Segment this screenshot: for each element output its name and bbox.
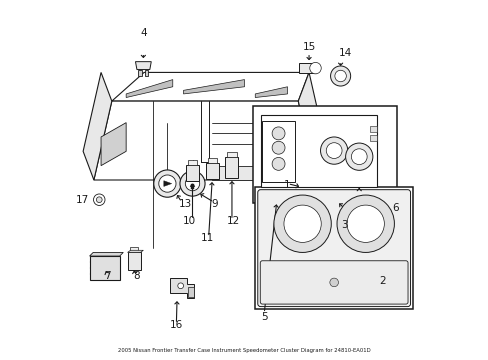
Polygon shape xyxy=(169,278,194,298)
Bar xyxy=(271,137,280,144)
Text: 7: 7 xyxy=(104,271,111,281)
Text: 10: 10 xyxy=(182,216,195,226)
Text: 1: 1 xyxy=(284,180,290,190)
Bar xyxy=(129,247,138,252)
Circle shape xyxy=(325,143,341,158)
Text: 8: 8 xyxy=(133,271,139,281)
Circle shape xyxy=(153,170,181,197)
Circle shape xyxy=(336,195,394,252)
Circle shape xyxy=(271,127,285,140)
Circle shape xyxy=(185,176,199,191)
Polygon shape xyxy=(135,62,151,69)
Bar xyxy=(205,163,218,179)
Bar xyxy=(253,107,396,203)
Bar xyxy=(191,184,194,189)
Bar xyxy=(369,135,376,140)
Text: 12: 12 xyxy=(226,216,239,226)
Bar xyxy=(185,165,199,181)
Polygon shape xyxy=(298,72,326,180)
Bar xyxy=(369,126,376,132)
Bar xyxy=(298,63,315,73)
Bar xyxy=(227,152,236,157)
Polygon shape xyxy=(89,252,123,256)
Text: 6: 6 xyxy=(391,203,398,213)
Circle shape xyxy=(346,205,384,242)
Bar xyxy=(265,108,308,151)
Circle shape xyxy=(284,205,321,242)
Bar xyxy=(89,256,120,280)
Bar xyxy=(284,125,292,132)
Text: 17: 17 xyxy=(76,195,89,205)
Text: 3: 3 xyxy=(341,220,347,230)
Bar xyxy=(127,252,140,270)
Bar xyxy=(207,158,217,163)
Polygon shape xyxy=(255,87,287,98)
Text: 2: 2 xyxy=(379,276,385,286)
Bar xyxy=(187,160,197,165)
Circle shape xyxy=(345,143,372,170)
Circle shape xyxy=(93,194,105,206)
Circle shape xyxy=(334,70,346,82)
Bar xyxy=(187,287,193,297)
Text: 13: 13 xyxy=(178,199,192,210)
Text: 14: 14 xyxy=(338,48,351,58)
Bar xyxy=(212,166,262,180)
Bar xyxy=(138,69,142,76)
Circle shape xyxy=(351,149,366,165)
Polygon shape xyxy=(83,72,112,180)
Circle shape xyxy=(309,62,321,74)
Polygon shape xyxy=(163,181,171,186)
Text: 2005 Nissan Frontier Transfer Case Instrument Speedometer Cluster Diagram for 24: 2005 Nissan Frontier Transfer Case Instr… xyxy=(118,348,370,353)
Polygon shape xyxy=(112,72,308,101)
FancyBboxPatch shape xyxy=(260,261,407,304)
Text: 16: 16 xyxy=(169,320,183,330)
Bar xyxy=(225,157,238,178)
Circle shape xyxy=(271,157,285,170)
Bar xyxy=(271,125,280,132)
Circle shape xyxy=(159,175,176,192)
Circle shape xyxy=(273,195,330,252)
Text: 15: 15 xyxy=(303,42,316,52)
Polygon shape xyxy=(183,80,244,94)
Text: 4: 4 xyxy=(140,28,146,38)
Polygon shape xyxy=(126,80,172,98)
Text: 5: 5 xyxy=(261,312,267,322)
Text: 9: 9 xyxy=(211,199,218,210)
Circle shape xyxy=(178,283,183,289)
Circle shape xyxy=(329,278,338,287)
Circle shape xyxy=(320,137,347,164)
Polygon shape xyxy=(127,250,143,252)
Circle shape xyxy=(180,171,204,196)
Circle shape xyxy=(96,197,102,203)
Polygon shape xyxy=(260,116,376,187)
Bar xyxy=(255,187,412,309)
Polygon shape xyxy=(94,101,316,180)
Polygon shape xyxy=(101,123,126,166)
Text: 11: 11 xyxy=(201,233,214,243)
Circle shape xyxy=(271,141,285,154)
Bar xyxy=(144,69,148,76)
Circle shape xyxy=(330,66,350,86)
FancyBboxPatch shape xyxy=(257,190,410,307)
Bar xyxy=(284,137,292,144)
Polygon shape xyxy=(262,121,294,182)
